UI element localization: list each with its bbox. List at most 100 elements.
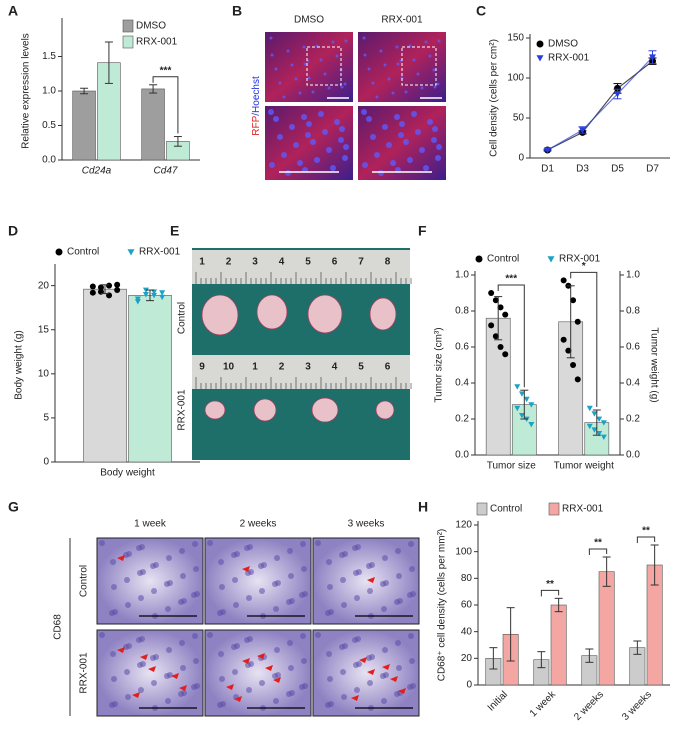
nucleus bbox=[282, 95, 286, 99]
nucleus bbox=[322, 129, 328, 135]
nucleus bbox=[436, 82, 440, 86]
cell bbox=[382, 647, 388, 653]
cell bbox=[109, 702, 115, 708]
cell bbox=[300, 633, 306, 639]
y-tick-label: 0.2 bbox=[455, 414, 469, 425]
arrow bbox=[367, 669, 375, 675]
cell bbox=[409, 566, 415, 572]
point bbox=[560, 277, 567, 284]
arrow bbox=[273, 677, 281, 683]
point bbox=[497, 304, 504, 311]
nucleus bbox=[293, 142, 299, 148]
point bbox=[89, 283, 96, 290]
y-tick-label: 0.8 bbox=[455, 306, 469, 317]
y-tick-label: 120 bbox=[455, 520, 472, 531]
bar bbox=[141, 88, 165, 161]
nucleus bbox=[423, 165, 429, 171]
nucleus bbox=[269, 162, 275, 168]
cell bbox=[246, 595, 252, 601]
cell bbox=[327, 584, 333, 590]
y-tick-label: 0 bbox=[43, 457, 49, 468]
arrow bbox=[398, 688, 406, 694]
y-tick-label: 0.0 bbox=[42, 155, 56, 166]
panel-label: H bbox=[418, 499, 428, 515]
cell bbox=[244, 637, 250, 643]
cell bbox=[166, 555, 172, 561]
nucleus bbox=[416, 72, 420, 76]
nucleus bbox=[342, 155, 348, 161]
nucleus bbox=[431, 137, 437, 143]
point bbox=[514, 384, 521, 390]
nucleus bbox=[362, 36, 366, 40]
cell bbox=[150, 563, 156, 569]
cell bbox=[272, 581, 278, 587]
tumor bbox=[253, 398, 277, 422]
y-tick-label: 40 bbox=[461, 626, 473, 637]
nucleus bbox=[411, 111, 417, 117]
arrow bbox=[367, 577, 375, 583]
micrograph bbox=[265, 106, 353, 180]
x-tick-label: D1 bbox=[541, 164, 554, 175]
point bbox=[565, 347, 572, 354]
significance: ** bbox=[594, 538, 602, 549]
nucleus bbox=[310, 139, 316, 145]
point-legend bbox=[55, 248, 63, 256]
cell bbox=[395, 640, 401, 646]
bar bbox=[598, 571, 615, 686]
y-tick-label: 1.5 bbox=[42, 51, 56, 62]
point bbox=[159, 294, 166, 301]
micrograph bbox=[265, 32, 353, 102]
arrow bbox=[148, 666, 156, 672]
cell bbox=[301, 658, 307, 664]
row-label: Control bbox=[177, 302, 188, 334]
cell bbox=[407, 592, 413, 598]
nucleus bbox=[375, 95, 379, 99]
cell bbox=[245, 662, 251, 668]
cell bbox=[353, 662, 359, 668]
cell bbox=[274, 555, 280, 561]
point bbox=[591, 411, 598, 417]
ruler-number: 2 bbox=[226, 257, 232, 268]
ruler-number: 4 bbox=[279, 257, 285, 268]
y2-tick-label: 0.6 bbox=[626, 342, 640, 353]
cell bbox=[325, 610, 331, 616]
nucleus bbox=[374, 152, 380, 158]
cell bbox=[137, 662, 143, 668]
legend-label: Control bbox=[490, 504, 522, 515]
nucleus bbox=[302, 45, 306, 49]
cell bbox=[207, 540, 213, 546]
nucleus bbox=[435, 155, 441, 161]
point bbox=[114, 281, 121, 288]
point bbox=[142, 287, 149, 294]
nucleus bbox=[307, 76, 311, 80]
cell bbox=[352, 545, 358, 551]
line bbox=[547, 56, 653, 151]
cell bbox=[192, 541, 198, 547]
nucleus bbox=[331, 40, 335, 44]
cell bbox=[273, 698, 279, 704]
cell bbox=[136, 545, 142, 551]
arrow bbox=[351, 695, 359, 701]
tumor bbox=[369, 297, 397, 331]
micrograph bbox=[358, 32, 446, 102]
cell bbox=[367, 680, 373, 686]
x-tick-label: Initial bbox=[486, 689, 510, 713]
cell bbox=[287, 548, 293, 554]
nucleus bbox=[278, 81, 282, 85]
nucleus bbox=[277, 134, 283, 140]
micrograph bbox=[358, 106, 446, 180]
tumor bbox=[204, 400, 226, 420]
y-tick-label: 10 bbox=[38, 368, 50, 379]
arrow bbox=[117, 647, 125, 653]
cell bbox=[151, 588, 157, 594]
point bbox=[614, 91, 621, 98]
cell bbox=[179, 640, 185, 646]
y-tick-label: 0 bbox=[466, 680, 472, 691]
cell bbox=[125, 694, 131, 700]
arrow bbox=[257, 653, 265, 659]
point bbox=[560, 336, 567, 343]
cell bbox=[193, 658, 199, 664]
nucleus bbox=[318, 111, 324, 117]
nucleus bbox=[311, 90, 315, 94]
nucleus bbox=[306, 121, 312, 127]
